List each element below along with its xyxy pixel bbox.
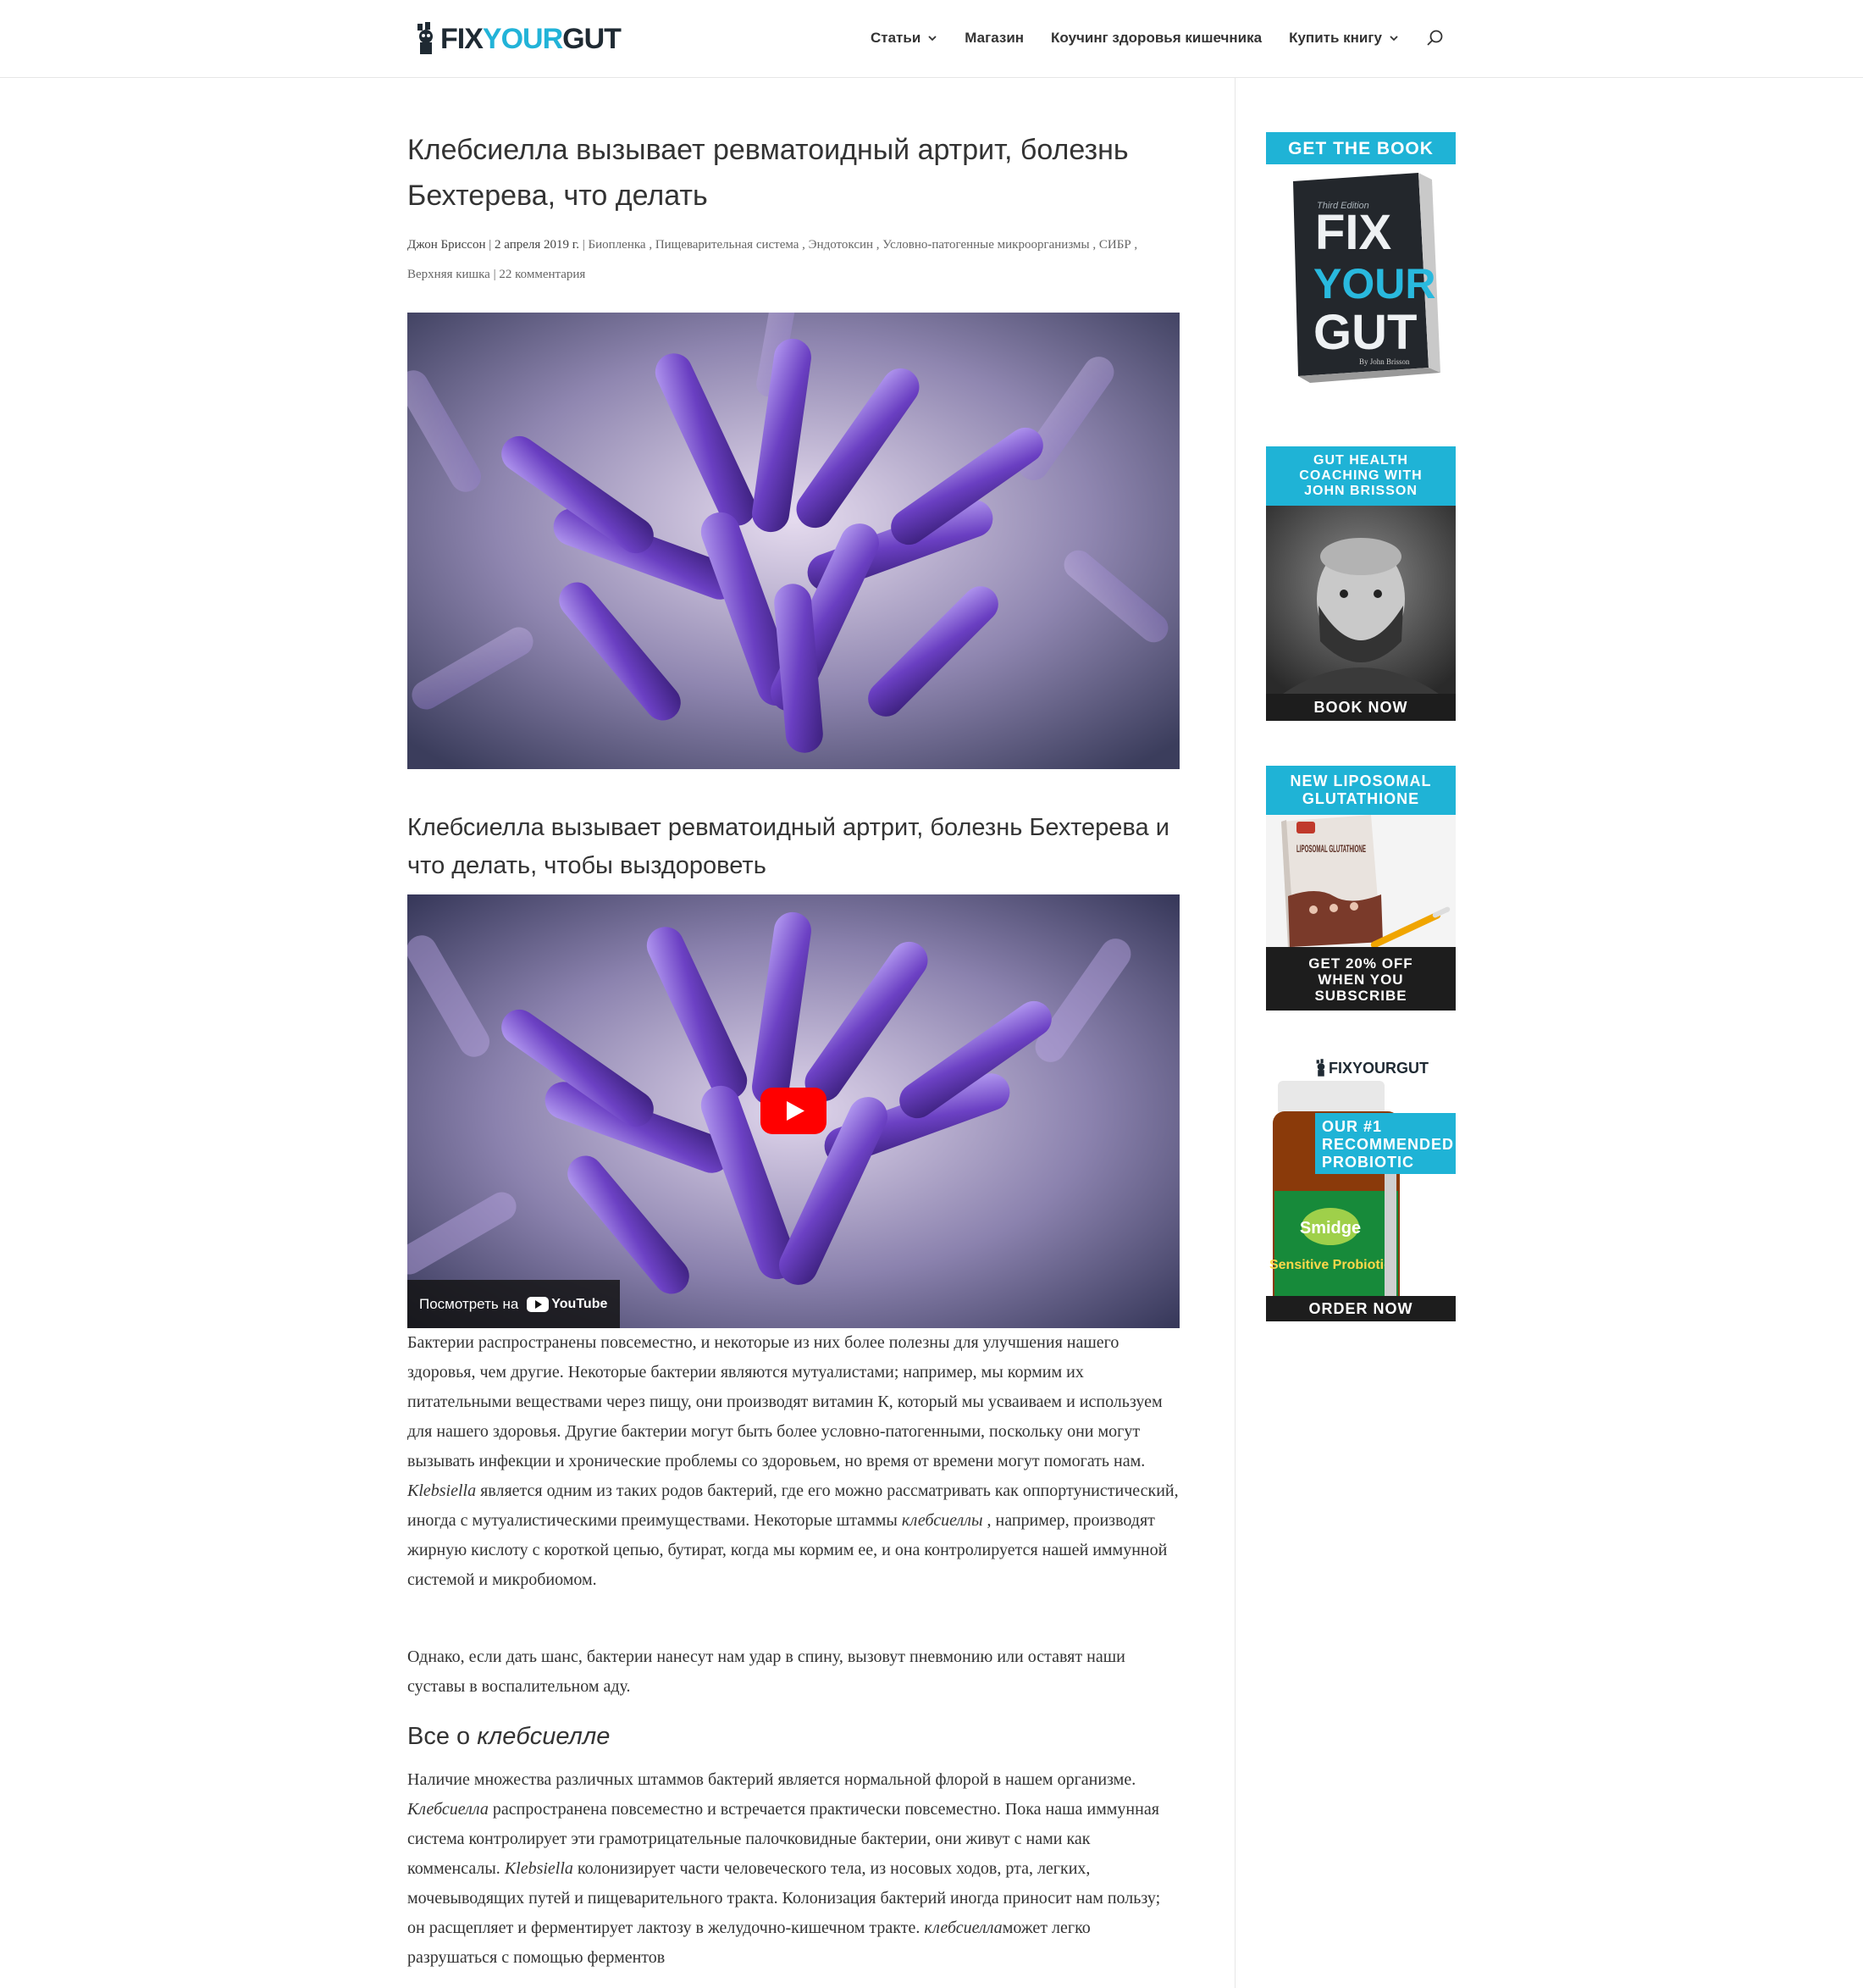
site-header: FIXYOURGUT Статьи Магазин Коучинг здоров… xyxy=(0,0,1863,78)
post-author[interactable]: Джон Бриссон xyxy=(407,238,486,252)
post-categories[interactable]: Биопленка , Пищеварительная система , Эн… xyxy=(407,238,1138,281)
bacteria-illustration xyxy=(407,313,1180,769)
watch-on-youtube-button[interactable]: Посмотреть на YouTube xyxy=(407,1280,620,1328)
coaching-ad-banner: GUT HEALTH COACHING WITH JOHN BRISSON xyxy=(1266,446,1456,506)
article-subtitle: Клебсиелла вызывает ревматоидный артрит,… xyxy=(407,814,1169,879)
main-nav: Статьи Магазин Коучинг здоровья кишечник… xyxy=(871,29,1445,47)
glutathione-ad[interactable]: NEW LIPOSOMAL GLUTATHIONE LIPOSOMAL GLUT… xyxy=(1266,766,1456,1011)
post-meta: Джон Бриссон | 2 апреля 2019 г. | Биопле… xyxy=(407,230,1180,290)
probiotic-ad-cta: ORDER NOW xyxy=(1266,1296,1456,1321)
nav-item-label: Коучинг здоровья кишечника xyxy=(1051,30,1263,46)
article: Клебсиелла вызывает ревматоидный артрит,… xyxy=(407,127,1180,1967)
svg-text:Smidge: Smidge xyxy=(1300,1219,1361,1238)
youtube-logo-icon: YouTube xyxy=(527,1296,607,1312)
post-date: 2 апреля 2019 г. xyxy=(495,238,579,252)
nav-item-coaching[interactable]: Коучинг здоровья кишечника xyxy=(1051,30,1262,47)
coach-portrait-image xyxy=(1266,506,1456,694)
featured-image xyxy=(407,313,1180,769)
logo-text-gut: GUT xyxy=(562,23,622,55)
meta-separator: | xyxy=(485,238,495,252)
nav-item-buy-book[interactable]: Купить книгу xyxy=(1289,30,1399,47)
probiotic-ad-banner: OUR #1 RECOMMENDED PROBIOTIC xyxy=(1315,1113,1456,1174)
svg-text:LIPOSOMAL GLUTATHIONE: LIPOSOMAL GLUTATHIONE xyxy=(1296,843,1366,855)
nav-item-articles[interactable]: Статьи xyxy=(871,30,937,47)
sidebar-divider xyxy=(1235,78,1236,1988)
coaching-ad-cta: BOOK NOW xyxy=(1266,694,1456,721)
glutathione-product-image: LIPOSOMAL GLUTATHIONE xyxy=(1266,815,1456,949)
nav-item-label: Магазин xyxy=(965,30,1025,46)
glutathione-ad-banner: NEW LIPOSOMAL GLUTATHIONE xyxy=(1266,766,1456,815)
nav-item-label: Купить книгу xyxy=(1289,30,1382,46)
svg-text:Sensitive Probiotic: Sensitive Probiotic xyxy=(1269,1258,1391,1272)
logo-text-your: YOUR xyxy=(482,23,563,55)
paragraph: Бактерии распространены повсеместно, и н… xyxy=(407,1333,1179,1589)
meta-separator: | xyxy=(489,268,500,281)
chevron-down-icon xyxy=(928,36,937,42)
logo-mascot-icon xyxy=(417,22,433,54)
nav-item-label: Статьи xyxy=(871,30,921,46)
nav-item-shop[interactable]: Магазин xyxy=(965,30,1024,47)
logo-mascot-icon xyxy=(1316,1059,1325,1077)
coaching-ad[interactable]: GUT HEALTH COACHING WITH JOHN BRISSON BO… xyxy=(1266,446,1456,721)
glutathione-ad-cta: GET 20% OFF WHEN YOU SUBSCRIBE xyxy=(1266,947,1456,1011)
youtube-video-embed[interactable]: Посмотреть на YouTube xyxy=(407,894,1180,1328)
watch-on-label: Посмотреть на xyxy=(419,1295,519,1312)
play-button-icon[interactable] xyxy=(760,1088,826,1134)
site-logo[interactable]: FIXYOURGUT xyxy=(415,20,622,58)
chevron-down-icon xyxy=(1390,36,1398,42)
svg-text:Third Edition: Third Edition xyxy=(1317,201,1369,211)
section-heading: Все о клебсиелле xyxy=(407,1723,611,1750)
book-ad-banner: GET THE BOOK xyxy=(1266,132,1456,164)
logo-text-fix: FIX xyxy=(440,23,484,55)
paragraph: Наличие множества различных штаммов бакт… xyxy=(407,1770,1161,1967)
search-icon[interactable] xyxy=(1426,29,1445,47)
svg-text:YOUR: YOUR xyxy=(1313,260,1435,307)
paragraph: Однако, если дать шанс, бактерии нанесут… xyxy=(407,1647,1125,1696)
meta-separator: | xyxy=(579,238,589,252)
probiotic-product-image: Smidge Sensitive Probiotic xyxy=(1269,1081,1400,1321)
book-cover-image: Third Edition FIX YOUR GUT By John Briss… xyxy=(1293,173,1440,383)
svg-text:GUT: GUT xyxy=(1313,305,1417,360)
probiotic-ad-logo: FIXYOURGUT xyxy=(1315,1055,1429,1081)
post-comments-link[interactable]: 22 комментария xyxy=(499,268,586,281)
book-ad[interactable]: GET THE BOOK Third Edition FIX YOUR GUT … xyxy=(1266,132,1456,388)
post-title: Клебсиелла вызывает ревматоидный артрит,… xyxy=(407,134,1129,212)
svg-text:FIX: FIX xyxy=(1315,205,1392,260)
svg-text:By John Brisson: By John Brisson xyxy=(1359,357,1410,366)
probiotic-ad[interactable]: FIXYOURGUT Smidge Sensitive Probiotic OU… xyxy=(1266,1055,1456,1321)
